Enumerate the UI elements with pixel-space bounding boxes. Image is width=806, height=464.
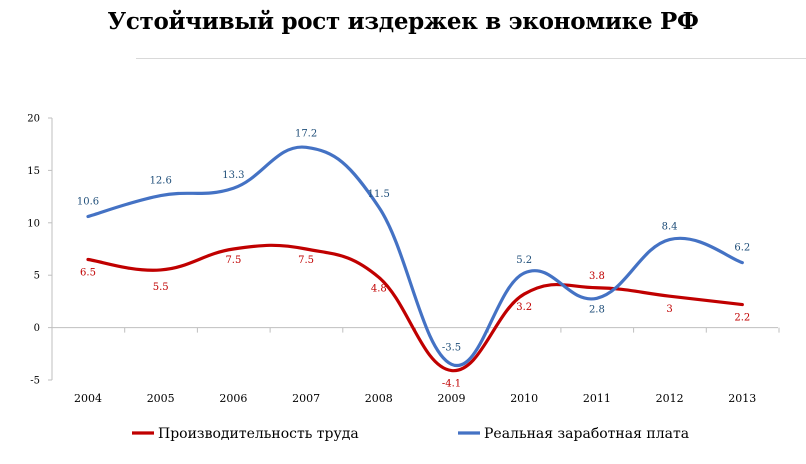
x-tick-label: 2004	[74, 392, 102, 405]
title-divider	[136, 58, 806, 59]
x-tick-label: 2010	[510, 392, 538, 405]
data-label: 7.5	[298, 255, 314, 266]
data-label: 6.2	[734, 243, 750, 254]
data-label: 10.6	[77, 197, 99, 208]
chart-title: Устойчивый рост издержек в экономике РФ	[107, 8, 699, 35]
data-label: 2.8	[589, 304, 605, 315]
y-tick-label: 0	[34, 323, 40, 334]
x-tick-label: 2009	[438, 392, 466, 405]
x-tick-label: 2012	[656, 392, 684, 405]
data-label: 7.5	[225, 255, 241, 266]
x-tick-label: 2007	[292, 392, 320, 405]
data-label: 13.3	[222, 170, 244, 181]
data-label: 5.5	[153, 282, 169, 293]
legend-label-real-wage: Реальная заработная плата	[484, 426, 689, 442]
data-label: 8.4	[662, 222, 678, 233]
x-tick-label: 2011	[583, 392, 611, 405]
data-label: 2.2	[734, 313, 750, 324]
legend-label-productivity: Производительность труда	[158, 426, 359, 442]
x-tick-label: 2006	[219, 392, 247, 405]
x-tick-label: 2005	[147, 392, 175, 405]
y-tick-label: 20	[27, 114, 40, 125]
data-label: 11.5	[368, 189, 390, 200]
data-label: 3	[666, 304, 672, 315]
series-line-productivity	[86, 243, 744, 373]
x-tick-label: 2013	[728, 392, 756, 405]
data-label: -4.1	[442, 379, 461, 390]
data-label: 12.6	[150, 176, 172, 187]
data-label: -3.5	[442, 342, 461, 353]
y-tick-label: -5	[30, 376, 40, 387]
data-label: 3.2	[516, 302, 532, 313]
y-tick-label: 5	[34, 271, 40, 282]
x-tick-label: 2008	[365, 392, 393, 405]
y-tick-label: 15	[27, 166, 40, 177]
series-line-real-wage	[86, 145, 744, 368]
data-label: 6.5	[80, 267, 96, 278]
data-label: 3.8	[589, 271, 605, 282]
data-label: 5.2	[516, 255, 532, 266]
y-tick-label: 10	[27, 218, 40, 229]
data-label: 4.8	[371, 283, 387, 294]
data-label: 17.2	[295, 128, 317, 139]
